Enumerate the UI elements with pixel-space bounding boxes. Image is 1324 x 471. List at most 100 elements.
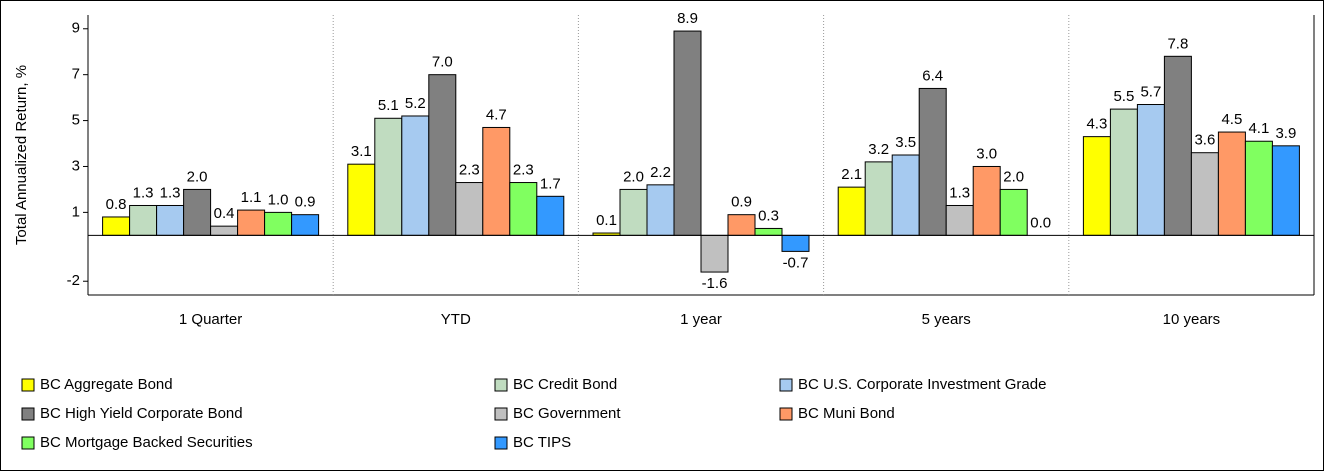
y-tick-label: 5 xyxy=(72,112,80,129)
y-tick-label: 3 xyxy=(72,157,80,174)
bar xyxy=(1082,136,1111,236)
data-label: 4.3 xyxy=(1086,116,1107,133)
data-label: 2.1 xyxy=(841,166,862,183)
data-label: 3.9 xyxy=(1275,125,1296,142)
data-label: 2.0 xyxy=(623,168,644,185)
bar xyxy=(837,186,866,236)
y-axis-title: Total Annualized Return, % xyxy=(13,65,30,245)
x-tick-label: 5 years xyxy=(922,311,971,328)
bar xyxy=(700,234,729,273)
bar xyxy=(129,204,158,236)
bar xyxy=(619,188,648,236)
data-label: 3.5 xyxy=(895,134,916,151)
legend-swatch xyxy=(21,407,35,421)
data-label: -1.6 xyxy=(702,275,728,292)
data-label: 3.2 xyxy=(868,141,889,158)
data-label: 2.2 xyxy=(650,164,671,181)
data-label: -0.7 xyxy=(783,254,809,271)
bar xyxy=(401,115,430,236)
data-label: 0.0 xyxy=(1030,214,1051,231)
x-tick-label: 1 year xyxy=(680,311,722,328)
x-tick-label: 1 Quarter xyxy=(179,311,242,328)
legend-label: BC High Yield Corporate Bond xyxy=(40,405,243,422)
data-label: 3.0 xyxy=(976,145,997,162)
legend-label: BC Aggregate Bond xyxy=(40,376,173,393)
bar xyxy=(754,227,783,236)
data-label: 2.0 xyxy=(1003,168,1024,185)
bar xyxy=(347,163,376,236)
data-label: 1.3 xyxy=(949,184,970,201)
bar xyxy=(1163,55,1192,236)
bar xyxy=(1271,145,1300,236)
legend-label: BC U.S. Corporate Investment Grade xyxy=(798,376,1046,393)
bar xyxy=(1190,152,1219,236)
data-label: 3.1 xyxy=(351,143,372,160)
legend-swatch xyxy=(21,436,35,450)
bar xyxy=(918,87,947,236)
data-label: 1.3 xyxy=(160,184,181,201)
bar xyxy=(428,74,457,236)
y-tick-label: 7 xyxy=(72,66,80,83)
bar xyxy=(646,184,675,236)
bar xyxy=(1136,104,1165,236)
data-label: 4.1 xyxy=(1248,120,1269,137)
y-tick-label: 1 xyxy=(72,203,80,220)
legend-swatch xyxy=(494,436,508,450)
bar xyxy=(509,182,538,236)
bar xyxy=(1217,131,1246,236)
data-label: 1.0 xyxy=(268,191,289,208)
data-label: 1.3 xyxy=(133,184,154,201)
data-label: 7.8 xyxy=(1167,35,1188,52)
bar xyxy=(237,209,266,236)
bar xyxy=(999,188,1028,236)
data-label: 1.7 xyxy=(540,175,561,192)
data-label: 5.7 xyxy=(1140,83,1161,100)
legend-swatch xyxy=(494,407,508,421)
bar xyxy=(156,204,185,236)
data-label: 0.4 xyxy=(214,205,235,222)
bar xyxy=(1244,140,1273,236)
data-label: 0.1 xyxy=(596,212,617,229)
legend-label: BC Credit Bond xyxy=(513,376,617,393)
bar xyxy=(183,188,212,236)
bar xyxy=(291,214,320,236)
data-label: 4.7 xyxy=(486,106,507,123)
y-tick-label: 9 xyxy=(72,20,80,37)
data-label: 5.2 xyxy=(405,95,426,112)
data-label: 6.4 xyxy=(922,67,943,84)
x-tick-label: YTD xyxy=(441,311,471,328)
bar xyxy=(210,225,239,236)
bar xyxy=(891,154,920,236)
data-label: 0.9 xyxy=(731,194,752,211)
data-label: 4.5 xyxy=(1221,111,1242,128)
bar xyxy=(972,165,1001,236)
legend-swatch xyxy=(779,407,793,421)
data-label: 2.0 xyxy=(187,168,208,185)
legend-label: BC Mortgage Backed Securities xyxy=(40,434,253,451)
data-label: 0.8 xyxy=(106,196,127,213)
legend-swatch xyxy=(494,378,508,392)
bar xyxy=(781,234,810,252)
x-tick-label: 10 years xyxy=(1163,311,1221,328)
legend-label: BC TIPS xyxy=(513,434,571,451)
data-label: 7.0 xyxy=(432,54,453,71)
bar xyxy=(482,126,511,236)
y-tick-label: -2 xyxy=(67,272,80,289)
bar xyxy=(102,216,131,236)
data-label: 5.1 xyxy=(378,97,399,114)
data-label: 1.1 xyxy=(241,189,262,206)
data-label: 8.9 xyxy=(677,10,698,27)
bar xyxy=(727,214,756,236)
data-label: 2.3 xyxy=(459,162,480,179)
bar xyxy=(455,182,484,236)
data-label: 0.3 xyxy=(758,207,779,224)
legend-label: BC Government xyxy=(513,405,621,422)
bar xyxy=(673,30,702,236)
legend-swatch xyxy=(21,378,35,392)
bar xyxy=(864,161,893,236)
legend-swatch xyxy=(779,378,793,392)
bar xyxy=(945,204,974,236)
bar xyxy=(1109,108,1138,236)
